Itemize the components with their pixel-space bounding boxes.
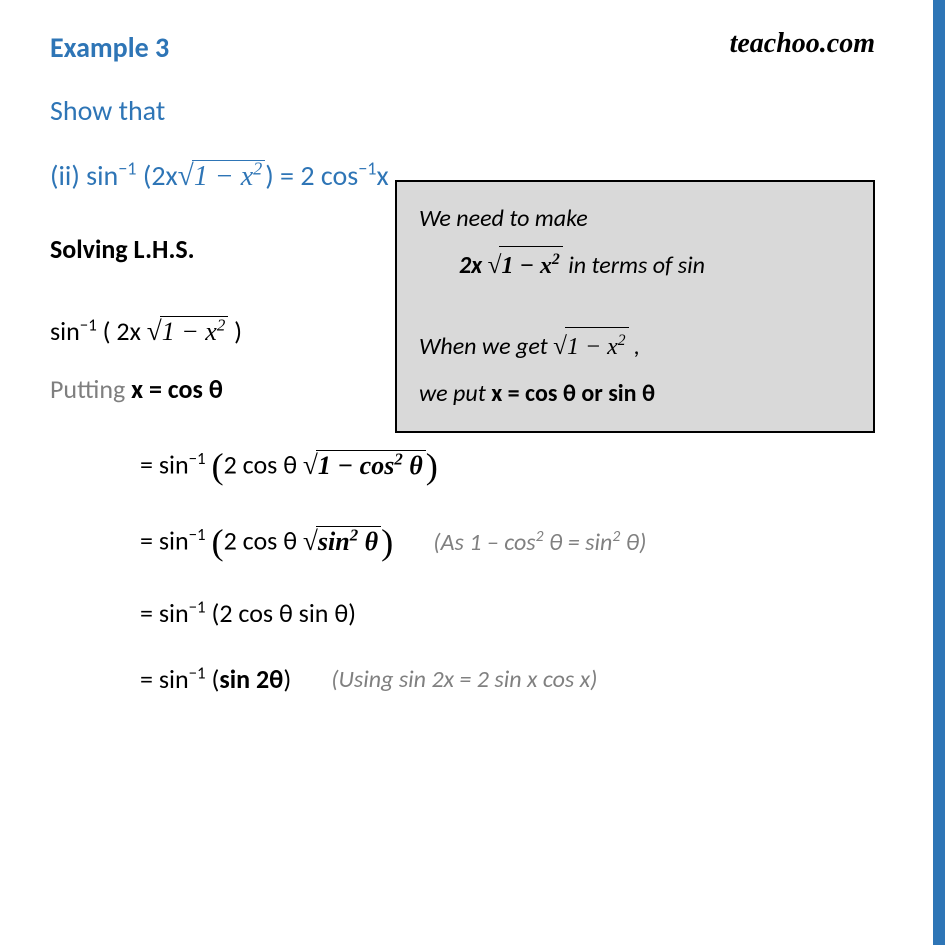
t: −1 — [189, 524, 206, 545]
t: 1 − x — [162, 317, 217, 346]
t: 1 − cos — [318, 451, 394, 480]
t: 2 — [253, 159, 262, 179]
t: 2x — [459, 251, 488, 280]
t: sin — [50, 315, 80, 347]
t: ( 2x — [97, 315, 147, 347]
prompt-text: Show that — [50, 93, 885, 128]
t: = sin — [140, 449, 189, 481]
document-content: teachoo.com Example 3 Show that (ii) sin… — [0, 0, 945, 759]
hint-line: When we get √1 − x2 , — [419, 327, 851, 367]
t: 2 cos θ — [224, 525, 303, 557]
t: 1 − x — [194, 161, 253, 192]
t: x = cos θ or sin θ — [491, 379, 655, 408]
t: x = cos θ — [131, 373, 223, 405]
t: −1 — [80, 314, 97, 335]
step-5: = sin−1 (sin 2θ) (Using sin 2x = 2 sin x… — [50, 663, 885, 695]
t: 2 — [394, 449, 402, 468]
t: θ = sin — [544, 528, 613, 557]
t: (2 cos θ sin θ) — [206, 597, 356, 629]
t: 2 — [217, 315, 225, 334]
t: Putting — [50, 373, 131, 405]
t: sin — [318, 527, 350, 556]
t: = sin — [140, 663, 189, 695]
t: 2 — [618, 332, 626, 349]
t: ) — [228, 315, 242, 347]
step-3: = sin−1 (2 cos θ √sin2 θ) (As 1 – cos2 θ… — [50, 521, 885, 563]
t: −1 — [189, 662, 206, 683]
t: 2 — [536, 527, 544, 546]
t: θ — [403, 451, 423, 480]
hint-box: We need to make 2x √1 − x2 in terms of s… — [395, 180, 875, 433]
t: = sin — [140, 597, 189, 629]
t: −1 — [189, 596, 206, 617]
hint-line: we put x = cos θ or sin θ — [419, 375, 851, 413]
t: , — [629, 332, 640, 361]
t: 1 − x — [567, 334, 618, 360]
t: When we get — [419, 332, 553, 361]
t: −1 — [358, 158, 376, 180]
t: −1 — [189, 448, 206, 469]
sqrt-icon: √1 − cos2 θ — [303, 450, 426, 481]
t: −1 — [118, 158, 136, 180]
t: sin 2θ — [219, 663, 283, 695]
annotation: (Using sin 2x = 2 sin x cos x) — [331, 665, 597, 694]
sqrt-icon: √sin2 θ — [303, 526, 381, 557]
sqrt-icon: √1 − x2 — [488, 246, 563, 286]
step-2: = sin−1 (2 cos θ √1 − cos2 θ) — [50, 445, 885, 487]
t: (ii) sin — [50, 158, 118, 193]
t: 2 — [350, 525, 358, 544]
t: in terms of sin — [563, 251, 705, 280]
hint-line: 2x √1 − x2 in terms of sin — [419, 246, 851, 286]
annotation: (As 1 – cos2 θ = sin2 θ) — [433, 528, 646, 557]
t: ) — [283, 663, 291, 695]
t: ) = 2 cos — [265, 158, 358, 193]
t: 2 cos θ — [224, 449, 303, 481]
sqrt-icon: √1 − x2 — [553, 327, 628, 367]
t: x — [376, 158, 388, 193]
t: 2 — [552, 251, 560, 268]
t: = sin — [140, 525, 189, 557]
hint-line: We need to make — [419, 200, 851, 238]
step-4: = sin−1 (2 cos θ sin θ) — [50, 597, 885, 629]
t: θ) — [620, 528, 646, 557]
watermark: teachoo.com — [730, 28, 875, 60]
t: we put — [419, 379, 491, 408]
sqrt-icon: √1 − x2 — [147, 316, 229, 347]
t: ( — [206, 663, 220, 695]
sqrt-icon: √1 − x2 — [178, 160, 266, 193]
t: (As 1 – cos — [433, 528, 535, 557]
t: θ — [358, 527, 378, 556]
t: (2x — [137, 158, 178, 193]
t: 1 − x — [501, 253, 552, 279]
